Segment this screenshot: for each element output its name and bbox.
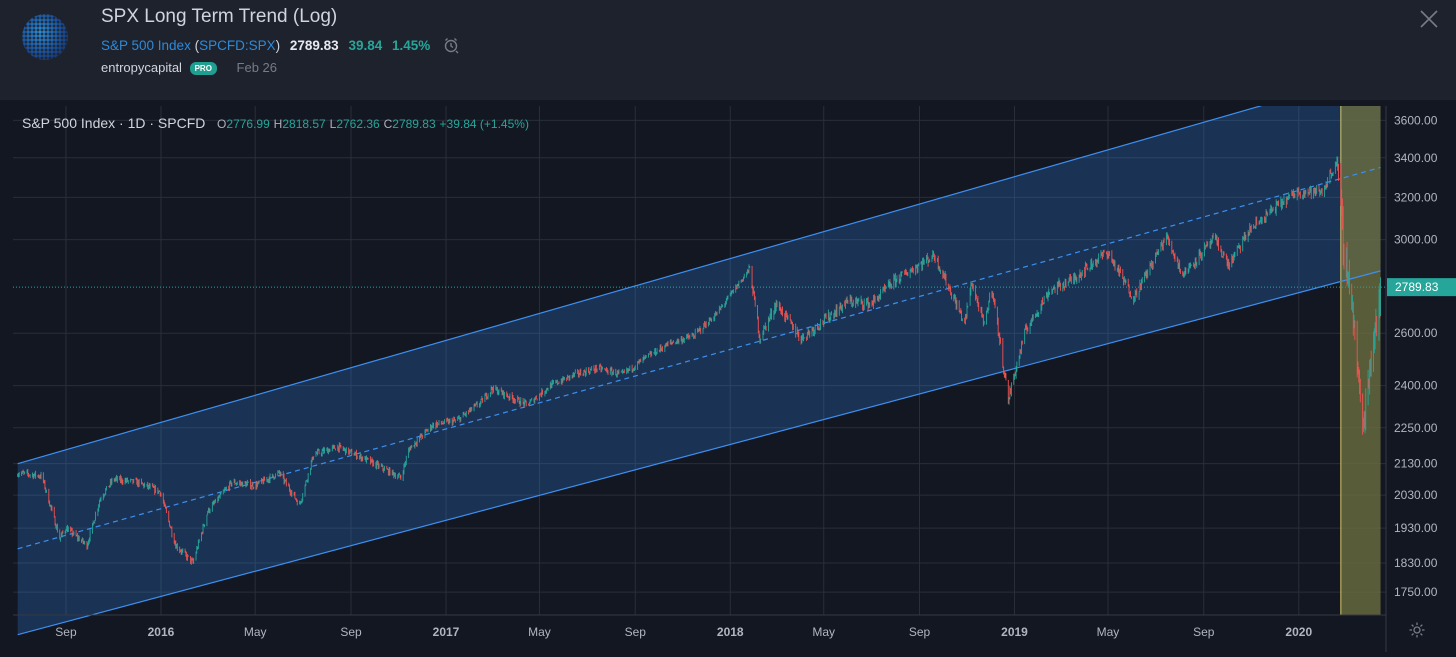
y-tick-label: 3600.00 (1394, 113, 1438, 127)
x-tick-label: May (528, 625, 551, 639)
y-tick-label: 2250.00 (1394, 421, 1438, 435)
last-price-tag-label: 2789.83 (1395, 280, 1439, 294)
price-change: 39.84 (348, 38, 383, 54)
y-tick-label: 3200.00 (1394, 190, 1438, 204)
symbol-code-link[interactable]: SPCFD:SPX (199, 38, 276, 54)
x-tick-label: 2017 (433, 625, 460, 639)
price-axis-panel (1386, 106, 1456, 652)
y-tick-label: 1930.00 (1394, 521, 1438, 535)
legend-symbol: S&P 500 Index · 1D · SPCFD (22, 115, 206, 131)
chart-legend: S&P 500 Index · 1D · SPCFD O2776.99 H281… (22, 115, 529, 131)
regression-channel-fill (17, 71, 1381, 635)
channel-upper-line (17, 70, 1381, 465)
x-tick-label: 2018 (717, 625, 744, 639)
x-tick-label: Sep (625, 625, 647, 639)
legend-close: 2789.83 (392, 117, 436, 131)
y-tick-label: 2400.00 (1394, 379, 1438, 393)
y-tick-label: 1750.00 (1394, 585, 1438, 599)
y-tick-label: 3000.00 (1394, 233, 1438, 247)
legend-open: 2776.99 (226, 117, 270, 131)
idea-title: SPX Long Term Trend (Log) (101, 6, 338, 27)
highlight-box (1340, 106, 1381, 615)
x-tick-label: Sep (909, 625, 931, 639)
symbol-line: S&P 500 Index (SPCFD:SPX) 2789.83 39.84 … (101, 36, 460, 57)
y-tick-label: 1830.00 (1394, 556, 1438, 570)
x-tick-label: May (244, 625, 267, 639)
y-tick-label: 2030.00 (1394, 488, 1438, 502)
y-tick-label: 2130.00 (1394, 457, 1438, 471)
last-price: 2789.83 (289, 38, 339, 54)
x-tick-label: Sep (1193, 625, 1215, 639)
paren-open: ( (194, 38, 200, 54)
settings-gear-icon[interactable] (1408, 621, 1426, 639)
x-tick-label: Sep (340, 625, 362, 639)
x-tick-label: May (1097, 625, 1120, 639)
x-tick-label: 2019 (1001, 625, 1028, 639)
chart-panel[interactable]: 3600.00 3400.00 3200.00 3000.00 2600.00 2400.… (13, 70, 1456, 652)
legend-l-label: L (329, 117, 337, 131)
legend-h-label: H (273, 117, 283, 131)
publish-date: Feb 26 (236, 60, 278, 75)
author-name[interactable]: entropycapital (101, 60, 182, 75)
paren-close: ) (275, 38, 281, 54)
x-tick-label: Sep (55, 625, 77, 639)
author-line: entropycapital PRO Feb 26 (101, 60, 278, 76)
y-tick-label: 3400.00 (1394, 151, 1438, 165)
x-tick-label: May (812, 625, 835, 639)
price-change-pct: 1.45% (392, 38, 431, 54)
symbol-name-link[interactable]: S&P 500 Index (101, 38, 191, 54)
alarm-icon[interactable] (442, 36, 460, 57)
legend-low: 2762.36 (336, 117, 380, 131)
y-tick-label: 2600.00 (1394, 326, 1438, 340)
last-price-tag (1387, 278, 1456, 297)
channel-median-line (17, 166, 1381, 550)
idea-header: SPX Long Term Trend (Log) S&P 500 Index … (0, 0, 1456, 100)
author-logo-icon (22, 14, 68, 60)
close-icon[interactable] (1418, 8, 1440, 30)
x-tick-label: 2020 (1285, 625, 1312, 639)
legend-change: +39.84 (+1.45%) (439, 117, 529, 131)
price-chart[interactable]: 3600.00 3400.00 3200.00 3000.00 2600.00 2400.… (13, 70, 1456, 652)
pro-badge: PRO (189, 62, 217, 76)
legend-high: 2818.57 (282, 117, 326, 131)
channel-lower-line (17, 270, 1381, 636)
legend-o-label: O (217, 117, 227, 131)
legend-c-label: C (383, 117, 393, 131)
x-tick-label: 2016 (148, 625, 175, 639)
